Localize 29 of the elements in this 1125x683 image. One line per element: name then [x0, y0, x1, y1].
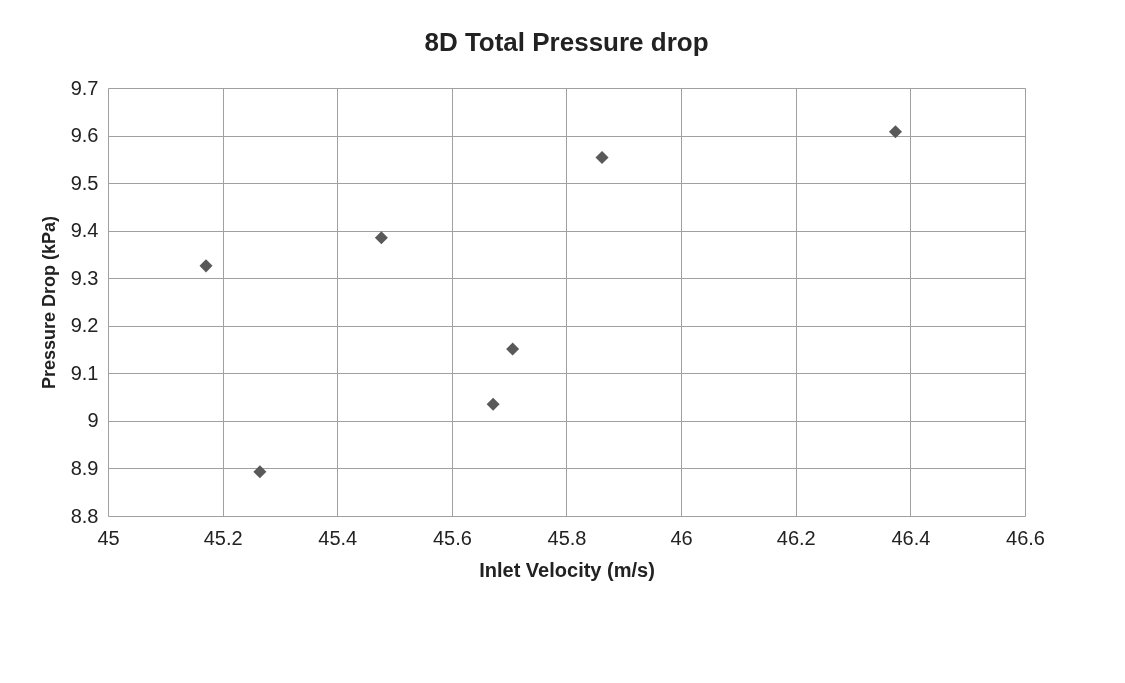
x-tick-label: 46.4	[891, 526, 931, 549]
point	[506, 342, 520, 356]
y-tick-label: 9.2	[70, 314, 99, 337]
y-tick-label: 9.3	[70, 266, 99, 289]
x-tick-label: 46	[670, 526, 693, 549]
x-axis-title: Inlet Velocity (m/s)	[479, 558, 655, 581]
point	[888, 125, 902, 139]
y-tick-label: 8.8	[70, 504, 99, 527]
x-tick-label: 45.6	[432, 526, 472, 549]
y-tick-label: 9.4	[70, 219, 99, 242]
x-tick-label: 45.4	[318, 526, 358, 549]
point	[374, 231, 388, 245]
y-tick-label: 9.6	[70, 124, 99, 147]
x-tick-label: 46.2	[776, 526, 816, 549]
y-tick-label: 9.1	[70, 361, 99, 384]
y-axis-title: Pressure Drop (kPa)	[38, 215, 59, 390]
point	[486, 397, 500, 411]
point	[199, 259, 213, 273]
x-tick-label: 46.6	[1006, 526, 1045, 549]
chart-title: 8D Total Pressure drop	[424, 27, 709, 57]
x-tick-label: 45.8	[547, 526, 587, 549]
y-tick-label: 8.9	[70, 456, 99, 479]
y-tick-label: 9	[87, 409, 99, 432]
y-tick-label: 9.5	[70, 171, 99, 194]
point	[253, 465, 267, 479]
point	[595, 150, 609, 164]
y-tick-label: 9.7	[70, 76, 99, 99]
x-tick-label: 45	[97, 526, 120, 549]
x-tick-label: 45.2	[203, 526, 243, 549]
